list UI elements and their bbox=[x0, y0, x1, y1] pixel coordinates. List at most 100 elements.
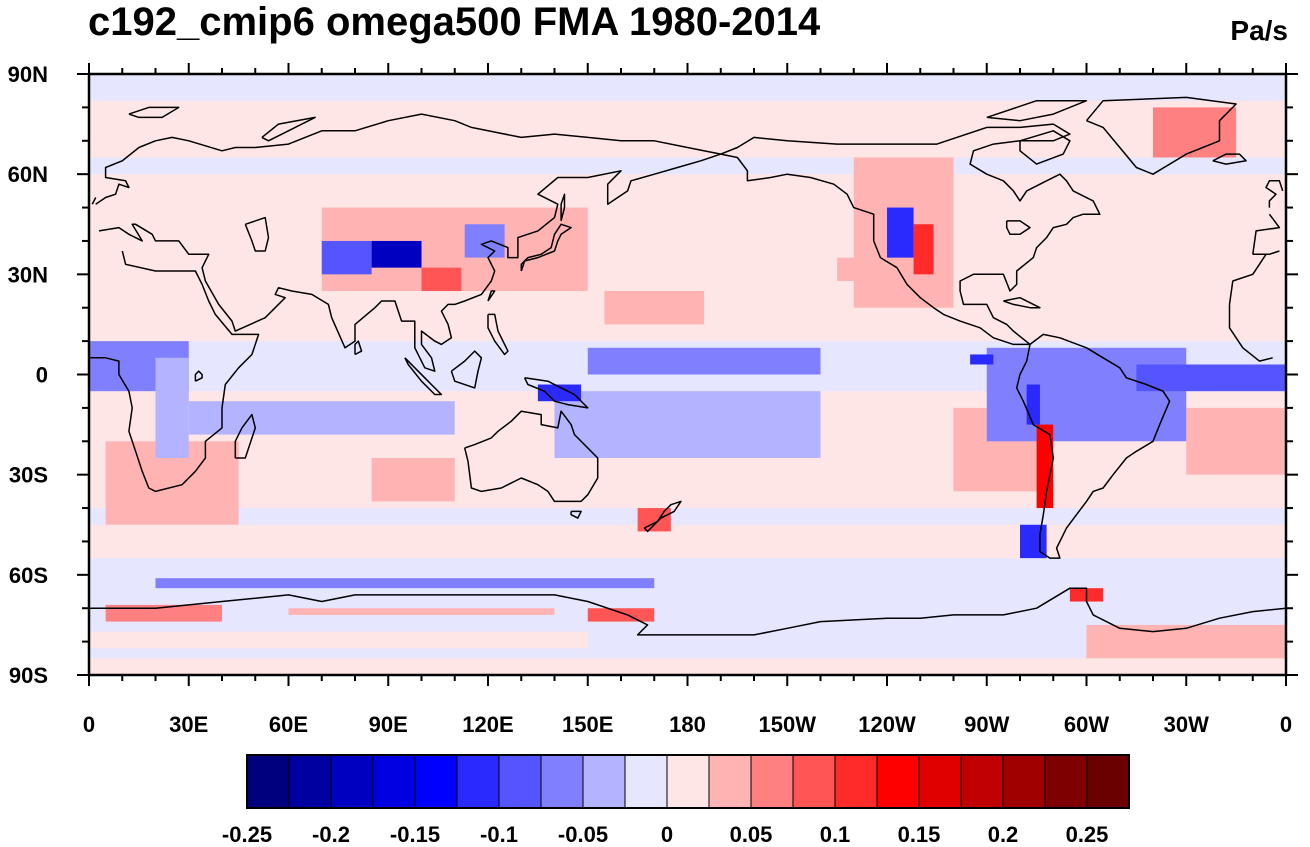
coastline-baffin bbox=[1019, 130, 1071, 165]
field-patch bbox=[986, 347, 1187, 442]
coastline-tasmania bbox=[570, 510, 582, 519]
lon-label: 150W bbox=[759, 712, 817, 737]
colorbar-swatch bbox=[918, 754, 962, 809]
field-patch bbox=[1136, 364, 1286, 392]
lon-label: 60W bbox=[1064, 712, 1109, 737]
colorbar-swatch bbox=[540, 754, 584, 809]
lat-label: 60N bbox=[8, 162, 48, 187]
colorbar-swatch bbox=[876, 754, 920, 809]
coastline-ellesmere bbox=[986, 99, 1088, 122]
colorbar-label: 0.05 bbox=[730, 822, 773, 847]
lat-label: 0 bbox=[36, 363, 48, 388]
colorbar-swatch bbox=[666, 754, 710, 809]
field-patch bbox=[637, 508, 671, 532]
lat-label: 30N bbox=[8, 262, 48, 287]
coastline-antarctica bbox=[89, 587, 1286, 675]
field-patch bbox=[421, 267, 462, 292]
latitude-labels: 90N 60N 30N 0 30S 60S 90S bbox=[8, 62, 48, 688]
lon-label: 90W bbox=[964, 712, 1009, 737]
coastlines bbox=[89, 96, 1286, 675]
field-patch bbox=[371, 457, 455, 502]
coastline-africa bbox=[1228, 304, 1273, 362]
map-ticks bbox=[77, 63, 1298, 686]
colorbar-swatch bbox=[498, 754, 542, 809]
field-patch bbox=[89, 631, 588, 649]
field-patch bbox=[1026, 384, 1040, 425]
field-patch bbox=[89, 658, 1286, 675]
colorbar-swatch bbox=[288, 754, 332, 809]
coastline-japan bbox=[520, 223, 572, 272]
coastline-taiwan bbox=[487, 290, 496, 302]
lon-label: 30E bbox=[169, 712, 208, 737]
lon-label: 180 bbox=[669, 712, 706, 737]
colorbar-label: 0 bbox=[661, 822, 673, 847]
lat-label: 30S bbox=[9, 463, 48, 488]
lat-label: 90S bbox=[9, 663, 48, 688]
coastline-victoria bbox=[194, 370, 203, 382]
lon-label: 120W bbox=[858, 712, 916, 737]
lat-label: 90N bbox=[8, 62, 48, 87]
coastline-iceland bbox=[1212, 153, 1247, 165]
field-patch bbox=[188, 401, 455, 435]
coastline-south_america bbox=[1015, 333, 1171, 559]
colorbar-labels: -0.25 -0.2 -0.15 -0.1 -0.05 0 0.05 0.1 0.15 0.2 0.… bbox=[222, 822, 1108, 847]
field-patch bbox=[554, 391, 821, 458]
field-patch bbox=[288, 608, 555, 615]
lon-label: 120E bbox=[462, 712, 513, 737]
coastline-eurasia bbox=[1252, 250, 1280, 256]
coastline-novaya bbox=[261, 116, 316, 142]
lon-label: 0 bbox=[1280, 712, 1292, 737]
field-patch bbox=[371, 240, 422, 268]
units-label: Pa/s bbox=[1230, 15, 1288, 46]
coastline-eurasia bbox=[1252, 213, 1281, 255]
coastline-africa bbox=[1228, 253, 1267, 305]
colorbar-label: 0.25 bbox=[1066, 822, 1109, 847]
colorbar-label: 0.1 bbox=[820, 822, 851, 847]
field-patch bbox=[155, 357, 189, 458]
colorbar-label: -0.15 bbox=[390, 822, 440, 847]
coastline-sakhalin bbox=[560, 193, 566, 222]
field-patch bbox=[1186, 407, 1286, 475]
field-patch bbox=[970, 354, 994, 365]
coastline-newzealand bbox=[643, 500, 682, 533]
map-title: c192_cmip6 omega500 FMA 1980-2014 bbox=[88, 0, 821, 44]
colorbar-swatch bbox=[708, 754, 752, 809]
lon-label: 150E bbox=[562, 712, 613, 737]
field-patch bbox=[887, 207, 914, 258]
colorbar-swatch bbox=[624, 754, 668, 809]
lat-label: 60S bbox=[9, 563, 48, 588]
field-patch bbox=[604, 291, 705, 325]
coastline-britain bbox=[1265, 180, 1284, 208]
colorbar-swatch bbox=[246, 754, 290, 809]
colorbar-swatch bbox=[1044, 754, 1088, 809]
coastline-svalbard bbox=[128, 106, 180, 119]
colorbar-label: -0.2 bbox=[312, 822, 350, 847]
coastline-srilanka bbox=[354, 340, 363, 356]
colorbar-swatch bbox=[456, 754, 500, 809]
field-patch bbox=[913, 224, 934, 275]
coastline-sumatra bbox=[404, 357, 443, 396]
field-patch bbox=[587, 608, 655, 622]
field-patch bbox=[321, 240, 372, 275]
field-patch bbox=[587, 347, 821, 375]
colorbar-swatch bbox=[372, 754, 416, 809]
colorbar-swatch bbox=[834, 754, 878, 809]
lon-label: 0 bbox=[83, 712, 95, 737]
colorbar bbox=[246, 754, 1130, 809]
colorbar-label: 0.2 bbox=[988, 822, 1019, 847]
colorbar-label: -0.05 bbox=[558, 822, 608, 847]
longitude-labels: 0 30E 60E 90E 120E 150E 180 150W 120W 90W 60W 30W 0 bbox=[83, 712, 1292, 737]
coastline-madagascar bbox=[234, 413, 257, 459]
field-patch bbox=[155, 578, 655, 589]
field-patch bbox=[1036, 424, 1054, 509]
colorbar-label: -0.25 bbox=[222, 822, 272, 847]
coastline-caspian bbox=[244, 216, 270, 252]
coastline-britain bbox=[91, 197, 97, 205]
coastline-great_lakes bbox=[1005, 220, 1031, 236]
colorbar-label: -0.1 bbox=[480, 822, 518, 847]
lon-label: 90E bbox=[369, 712, 408, 737]
field-patch bbox=[105, 604, 222, 622]
colorbar-label: 0.15 bbox=[898, 822, 941, 847]
coastline-africa bbox=[89, 250, 260, 493]
